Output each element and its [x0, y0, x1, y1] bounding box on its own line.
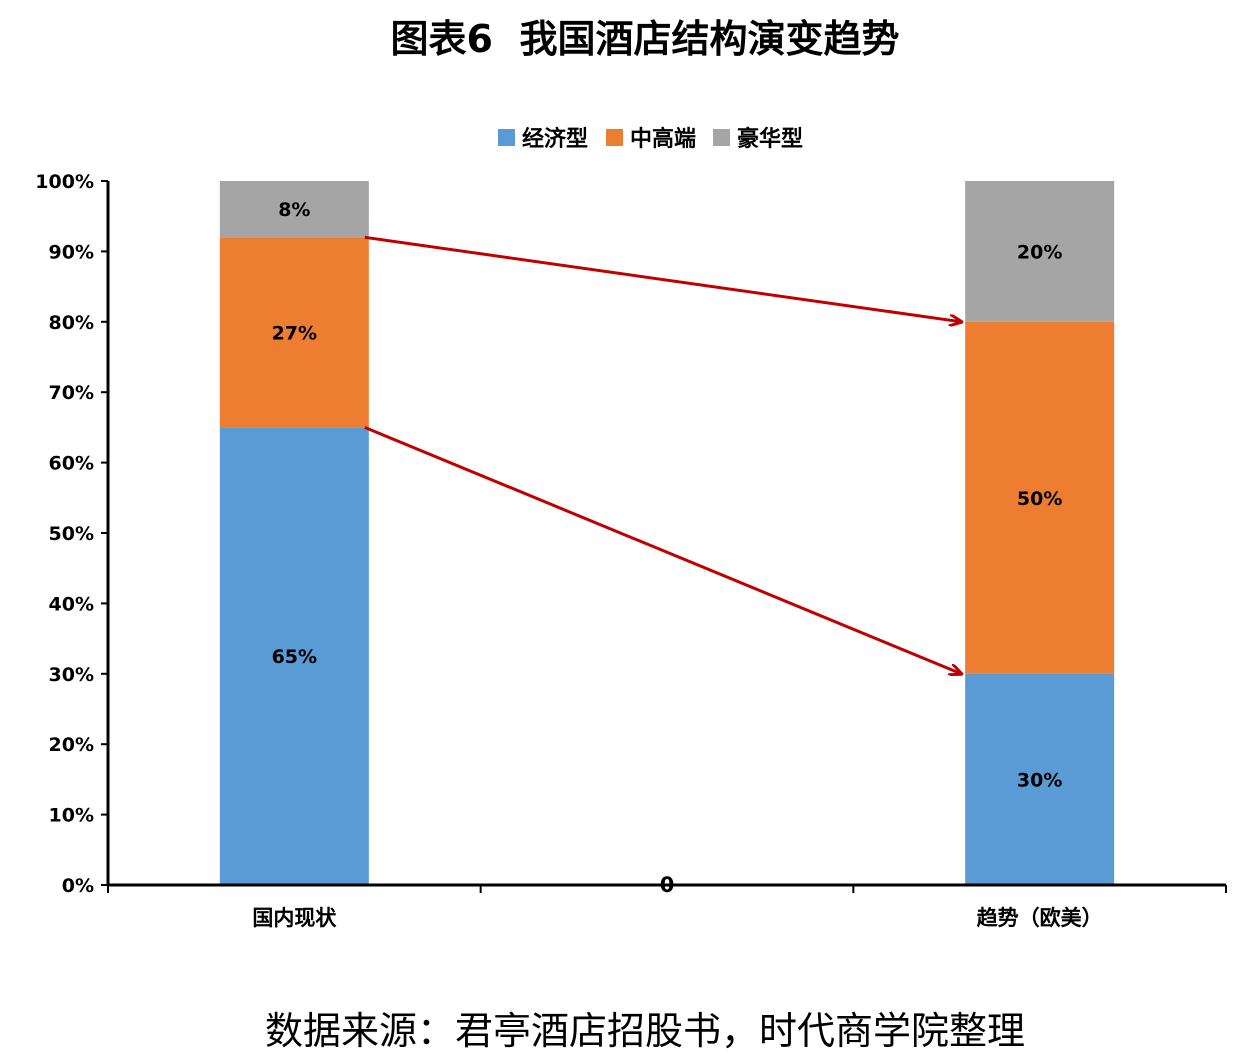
bar-segment [219, 181, 369, 238]
y-tick-label: 30% [49, 664, 94, 686]
y-tick-label: 0% [62, 875, 94, 897]
data-label: 20% [1017, 241, 1062, 263]
bar-segment [219, 237, 369, 428]
legend-swatch [713, 129, 730, 146]
x-category-label: 国内现状 [252, 906, 337, 930]
y-tick-label: 20% [49, 734, 94, 756]
y-tick-label: 50% [49, 523, 94, 545]
axes-layer: 0% 10% 20% 30% 40% 50% 60% 70% 80% 90% 100% 国内现状 0 趋势… [35, 171, 1227, 930]
y-tick-label: 40% [49, 593, 94, 615]
data-label: 50% [1017, 488, 1062, 510]
legend-swatch [606, 129, 623, 146]
trend-arrow [364, 426, 961, 673]
y-tick-label: 80% [49, 312, 94, 334]
source-note: 数据来源：君亭酒店招股书，时代商学院整理 [264, 1009, 1025, 1053]
legend: 经济型 中高端 豪华型 [498, 126, 803, 152]
x-category-label: 0 [660, 873, 675, 897]
bar-segment [965, 321, 1115, 674]
legend-label: 经济型 [522, 126, 588, 152]
trend-arrow [364, 235, 961, 321]
bar-segment [965, 181, 1115, 322]
legend-label: 豪华型 [737, 126, 803, 152]
arrows-layer [364, 235, 961, 673]
legend-label: 中高端 [630, 126, 696, 152]
y-tick-label: 70% [49, 382, 94, 404]
data-label: 30% [1017, 769, 1062, 791]
x-category-label: 趋势（欧美） [977, 906, 1103, 930]
y-tick-label: 90% [49, 241, 94, 263]
y-tick-label: 100% [35, 171, 94, 193]
y-tick-label: 60% [49, 453, 94, 475]
legend-swatch [498, 129, 515, 146]
chart-title: 图表6 我国酒店结构演变趋势 [390, 17, 900, 61]
data-label: 27% [272, 322, 317, 344]
bar-segment [219, 427, 369, 885]
data-label: 8% [278, 199, 310, 221]
y-tick-label: 10% [49, 805, 94, 827]
bars-layer: 65% 27% 8% 30% 50% 20% [219, 181, 1115, 885]
bar-segment [965, 673, 1115, 885]
data-label: 65% [272, 646, 317, 668]
